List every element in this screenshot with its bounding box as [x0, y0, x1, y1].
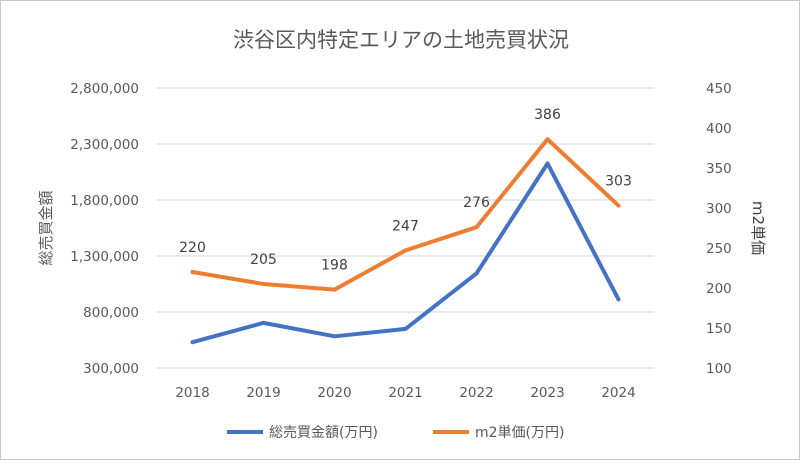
legend-label-0: 総売買金額(万円) — [269, 425, 378, 441]
y2-tick-label: 200 — [706, 281, 732, 297]
x-tick-label: 2022 — [459, 385, 493, 401]
y2-tick-label: 100 — [706, 361, 732, 377]
y-tick-label: 800,000 — [83, 305, 139, 321]
data-label: 247 — [392, 218, 419, 234]
y2-tick-label: 300 — [706, 201, 732, 217]
data-label: 220 — [179, 240, 206, 256]
data-label: 276 — [463, 195, 490, 211]
y-tick-label: 2,800,000 — [70, 81, 139, 97]
x-tick-label: 2021 — [388, 385, 422, 401]
y2-tick-label: 400 — [706, 121, 732, 137]
y-tick-label: 300,000 — [83, 361, 139, 377]
y2-tick-label: 350 — [706, 161, 732, 177]
y-axis-label: 総売買金額 — [37, 190, 55, 265]
x-tick-label: 2024 — [601, 385, 635, 401]
data-label: 303 — [605, 174, 632, 190]
data-label: 386 — [534, 107, 561, 123]
x-tick-label: 2018 — [175, 385, 209, 401]
chart-title: 渋谷区内特定エリアの土地売買状況 — [233, 28, 569, 52]
legend-label-1: m2単価(万円) — [475, 425, 564, 441]
y2-tick-label: 250 — [706, 241, 732, 257]
data-label: 198 — [321, 258, 348, 274]
x-tick-label: 2019 — [246, 385, 280, 401]
y-tick-label: 2,300,000 — [70, 137, 139, 153]
y-tick-label: 1,800,000 — [70, 193, 139, 209]
x-tick-label: 2020 — [317, 385, 351, 401]
y-tick-label: 1,300,000 — [70, 249, 139, 265]
x-tick-label: 2023 — [530, 385, 564, 401]
y2-tick-label: 150 — [706, 321, 732, 337]
legend: 総売買金額(万円) m2単価(万円) — [227, 425, 564, 441]
y2-tick-label: 450 — [706, 81, 732, 97]
data-label: 205 — [250, 252, 277, 268]
y2-axis-label: m2単価 — [749, 201, 767, 255]
